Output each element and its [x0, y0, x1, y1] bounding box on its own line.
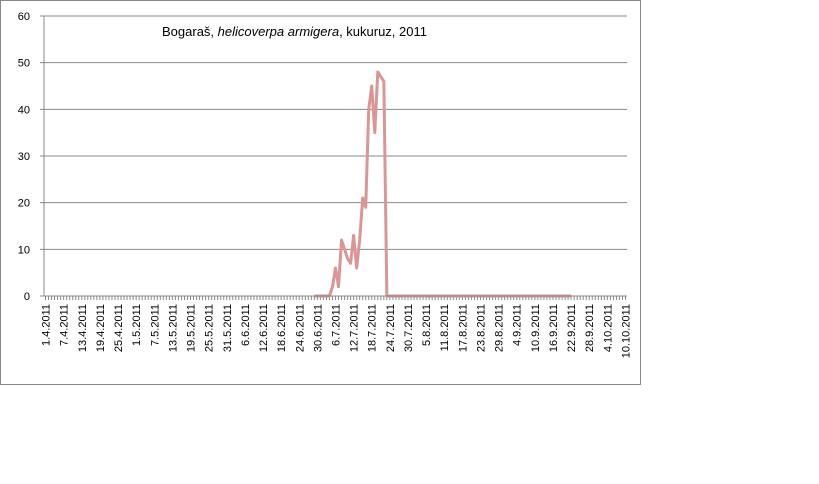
x-tick-label: 28.9.2011	[584, 304, 596, 352]
x-tick-label: 25.4.2011	[113, 304, 125, 352]
title-part: Bogaraš,	[162, 24, 218, 39]
x-tick-label: 4.9.2011	[512, 304, 524, 346]
x-tick-label: 1.5.2011	[131, 304, 143, 346]
x-tick-label: 24.7.2011	[385, 304, 397, 352]
x-tick-label: 18.6.2011	[276, 304, 288, 352]
x-tick-label: 7.4.2011	[59, 304, 71, 346]
y-tick-label: 0	[24, 291, 30, 303]
y-tick-label: 40	[18, 104, 30, 116]
x-tick-label: 16.9.2011	[548, 304, 560, 352]
x-tick-label: 24.6.2011	[294, 304, 306, 352]
x-tick-label: 31.5.2011	[222, 304, 234, 352]
x-tick-label: 1.4.2011	[41, 304, 53, 346]
x-tick-label: 22.9.2011	[566, 304, 578, 352]
x-tick-label: 6.7.2011	[331, 304, 343, 346]
x-tick-label: 5.8.2011	[421, 304, 433, 346]
chart-title: Bogaraš, helicoverpa armigera, kukuruz, …	[162, 24, 427, 39]
chart-border	[0, 0, 641, 385]
x-tick-label: 4.10.2011	[602, 304, 614, 352]
y-tick-label: 60	[18, 11, 30, 23]
title-part: , kukuruz, 2011	[339, 24, 427, 39]
x-tick-label: 19.5.2011	[186, 304, 198, 352]
x-tick-label: 10.10.2011	[620, 304, 632, 358]
x-tick-label: 29.8.2011	[494, 304, 506, 352]
x-tick-label: 11.8.2011	[439, 304, 451, 351]
x-tick-label: 10.9.2011	[530, 304, 542, 352]
title-part: helicoverpa armigera	[218, 24, 339, 39]
x-tick-label: 13.5.2011	[167, 304, 179, 352]
y-tick-label: 50	[18, 58, 30, 70]
x-tick-label: 7.5.2011	[149, 304, 161, 346]
y-tick-label: 20	[18, 198, 30, 210]
x-tick-label: 18.7.2011	[367, 304, 379, 352]
x-tick-label: 30.7.2011	[403, 304, 415, 352]
y-tick-label: 30	[18, 151, 30, 163]
y-tick-label: 10	[18, 244, 30, 256]
x-tick-label: 13.4.2011	[77, 304, 89, 352]
x-tick-label: 23.8.2011	[475, 304, 487, 352]
x-tick-label: 12.7.2011	[349, 304, 361, 352]
x-tick-label: 30.6.2011	[312, 304, 324, 352]
x-tick-label: 12.6.2011	[258, 304, 270, 352]
x-tick-label: 6.6.2011	[240, 304, 252, 346]
x-tick-label: 17.8.2011	[457, 304, 469, 352]
x-tick-label: 25.5.2011	[204, 304, 216, 352]
x-tick-label: 19.4.2011	[95, 304, 107, 352]
